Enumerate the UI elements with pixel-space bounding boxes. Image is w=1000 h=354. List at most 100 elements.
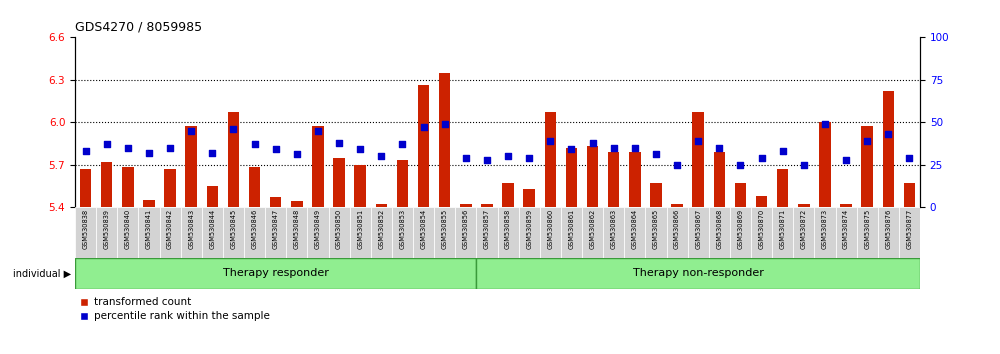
Point xyxy=(542,138,558,144)
Bar xyxy=(688,207,709,258)
Bar xyxy=(751,207,772,258)
Bar xyxy=(772,207,793,258)
Bar xyxy=(629,152,641,207)
Bar xyxy=(899,207,920,258)
Bar xyxy=(117,207,138,258)
Bar xyxy=(671,204,683,207)
Bar xyxy=(566,148,577,207)
Point xyxy=(859,138,875,144)
Bar xyxy=(502,183,514,207)
Point xyxy=(247,141,263,147)
Point xyxy=(775,148,791,154)
Bar xyxy=(328,207,350,258)
Point xyxy=(458,155,474,161)
Bar xyxy=(223,207,244,258)
Bar xyxy=(540,207,561,258)
Point xyxy=(880,131,896,137)
Bar xyxy=(312,126,324,207)
Bar xyxy=(160,207,181,258)
Bar xyxy=(857,207,878,258)
Point xyxy=(901,155,917,161)
Point xyxy=(437,121,453,127)
Text: GSM530867: GSM530867 xyxy=(695,209,701,250)
Text: GSM530839: GSM530839 xyxy=(104,209,110,249)
Point xyxy=(225,126,241,132)
Point xyxy=(669,162,685,167)
Point xyxy=(394,141,410,147)
Bar xyxy=(819,122,831,207)
Text: GSM530852: GSM530852 xyxy=(378,209,384,250)
Point xyxy=(563,147,579,152)
Bar xyxy=(777,169,788,207)
Bar xyxy=(228,112,239,207)
Text: GSM530850: GSM530850 xyxy=(336,209,342,250)
Point xyxy=(268,147,284,152)
Bar xyxy=(249,167,260,207)
Text: GSM530869: GSM530869 xyxy=(737,209,743,249)
Bar xyxy=(244,207,265,258)
Bar xyxy=(476,258,920,289)
Text: GSM530840: GSM530840 xyxy=(125,209,131,250)
Point xyxy=(183,128,199,133)
Bar xyxy=(883,91,894,207)
Bar xyxy=(523,189,535,207)
Bar xyxy=(138,207,160,258)
Bar xyxy=(354,165,366,207)
Text: GSM530862: GSM530862 xyxy=(590,209,596,250)
Bar xyxy=(878,207,899,258)
Text: GSM530861: GSM530861 xyxy=(568,209,574,249)
Bar xyxy=(814,207,836,258)
Bar xyxy=(476,207,498,258)
Text: GSM530872: GSM530872 xyxy=(801,209,807,250)
Point xyxy=(500,153,516,159)
Point xyxy=(204,150,220,155)
Bar xyxy=(498,207,519,258)
Text: GSM530848: GSM530848 xyxy=(294,209,300,250)
Bar xyxy=(840,204,852,207)
Point xyxy=(310,128,326,133)
Bar xyxy=(207,186,218,207)
Bar xyxy=(202,207,223,258)
Bar xyxy=(603,207,624,258)
Point xyxy=(838,157,854,162)
Bar xyxy=(371,207,392,258)
Bar xyxy=(350,207,371,258)
Bar xyxy=(80,169,91,207)
Text: GSM530865: GSM530865 xyxy=(653,209,659,250)
Bar xyxy=(666,207,688,258)
Bar xyxy=(439,73,450,207)
Text: GSM530870: GSM530870 xyxy=(759,209,765,250)
Text: GSM530856: GSM530856 xyxy=(463,209,469,250)
Point xyxy=(479,157,495,162)
Bar xyxy=(413,207,434,258)
Text: GSM530873: GSM530873 xyxy=(822,209,828,249)
Text: GSM530859: GSM530859 xyxy=(526,209,532,249)
Bar xyxy=(286,207,307,258)
Point xyxy=(352,147,368,152)
Bar xyxy=(307,207,328,258)
Bar xyxy=(798,204,810,207)
Bar xyxy=(397,160,408,207)
Text: GSM530876: GSM530876 xyxy=(885,209,891,250)
Bar xyxy=(143,200,155,207)
Bar xyxy=(624,207,645,258)
Text: GSM530871: GSM530871 xyxy=(780,209,786,249)
Text: GSM530851: GSM530851 xyxy=(357,209,363,249)
Point xyxy=(796,162,812,167)
Bar xyxy=(561,207,582,258)
Point xyxy=(585,140,601,145)
Text: GSM530847: GSM530847 xyxy=(273,209,279,250)
Text: GSM530838: GSM530838 xyxy=(83,209,89,249)
Point xyxy=(817,121,833,127)
Bar xyxy=(434,207,455,258)
Text: GSM530877: GSM530877 xyxy=(906,209,912,250)
Bar xyxy=(730,207,751,258)
Point xyxy=(732,162,748,167)
Bar xyxy=(861,126,873,207)
Bar xyxy=(836,207,857,258)
Text: GSM530849: GSM530849 xyxy=(315,209,321,249)
Text: Therapy responder: Therapy responder xyxy=(223,268,329,279)
Bar xyxy=(793,207,814,258)
Point xyxy=(521,155,537,161)
Point xyxy=(120,145,136,150)
